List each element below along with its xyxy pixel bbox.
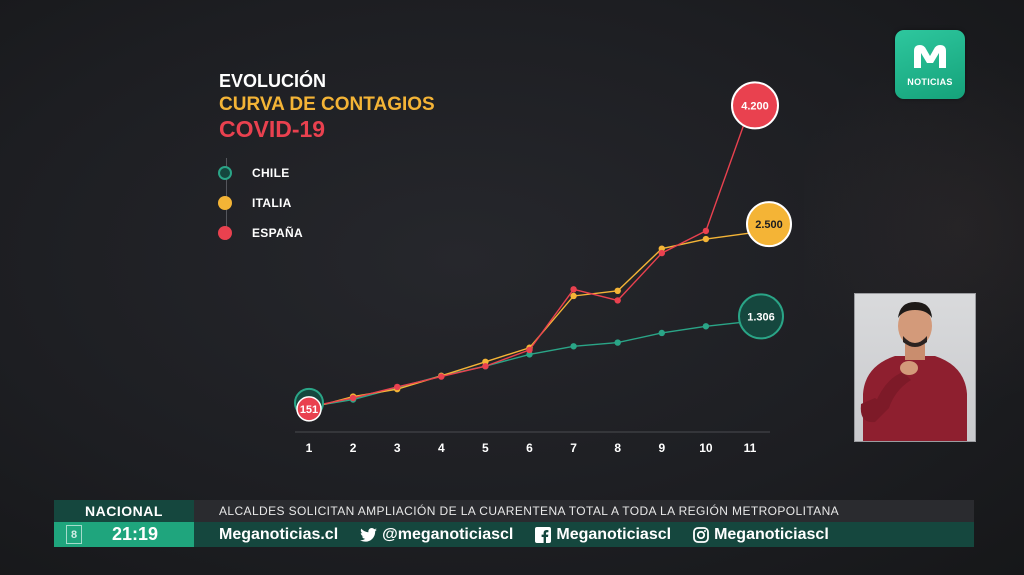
ticker-section-label: NACIONAL xyxy=(54,500,194,522)
data-point-espana-5 xyxy=(482,363,489,370)
legend-label-espana: ESPAÑA xyxy=(252,226,303,240)
channel-number-icon: 8 xyxy=(66,525,82,544)
ticker-clock: 8 21:19 xyxy=(54,522,194,547)
series-line-chile xyxy=(308,320,751,408)
data-point-espana-9 xyxy=(658,249,665,257)
chart-title-block: EVOLUCIÓN CURVA DE CONTAGIOS COVID-19 xyxy=(219,72,435,141)
x-tick-label-8: 8 xyxy=(614,441,621,455)
x-tick-label-3: 3 xyxy=(394,441,401,455)
legend-dot-italia-icon xyxy=(218,196,232,210)
sign-language-interpreter-inset xyxy=(854,293,976,442)
legend-label-chile: CHILE xyxy=(252,166,290,180)
ticker-headline: ALCALDES SOLICITAN AMPLIACIÓN DE LA CUAR… xyxy=(219,504,840,518)
legend-item-chile: CHILE xyxy=(218,158,303,188)
end-value-label-chile: 1.306 xyxy=(747,311,775,323)
ticker-social-links: Meganoticias.cl @meganoticiascl Meganoti… xyxy=(219,522,851,547)
data-point-chile-10 xyxy=(702,323,710,330)
logo-text: NOTICIAS xyxy=(907,77,953,87)
data-point-chile-7 xyxy=(570,343,577,350)
meganoticias-logo: NOTICIAS xyxy=(895,30,965,99)
x-tick-label-11: 11 xyxy=(744,441,757,455)
title-covid: COVID-19 xyxy=(219,116,326,142)
legend-item-espana: ESPAÑA xyxy=(218,218,303,248)
social-website: Meganoticias.cl xyxy=(219,526,338,544)
end-value-label-espana: 4.200 xyxy=(741,100,769,112)
data-point-italia-9 xyxy=(658,245,665,252)
x-tick-label-7: 7 xyxy=(570,441,577,455)
ticker-time: 21:19 xyxy=(112,524,159,544)
data-point-espana-2 xyxy=(349,394,357,402)
interpreter-figure-icon xyxy=(860,302,967,441)
social-facebook: Meganoticiascl xyxy=(535,526,671,544)
data-point-chile-6 xyxy=(526,351,533,358)
instagram-text: Meganoticiascl xyxy=(714,525,829,543)
data-point-italia-10 xyxy=(702,235,710,243)
data-point-chile-8 xyxy=(614,339,621,346)
x-tick-label-1: 1 xyxy=(306,441,313,455)
facebook-text: Meganoticiascl xyxy=(556,525,672,543)
instagram-icon xyxy=(693,526,709,543)
x-tick-label-9: 9 xyxy=(658,441,665,455)
legend-item-italia: ITALIA xyxy=(218,188,303,218)
data-point-espana-6 xyxy=(526,346,533,354)
social-instagram: Meganoticiascl xyxy=(693,526,829,544)
start-value-label: 151 xyxy=(300,404,318,416)
data-point-espana-8 xyxy=(614,297,621,304)
legend-dot-chile-icon xyxy=(218,166,232,180)
legend-dot-espana-icon xyxy=(218,226,232,240)
data-point-espana-4 xyxy=(438,373,445,380)
end-value-label-italia: 2.500 xyxy=(755,219,783,231)
data-point-chile-9 xyxy=(658,329,665,337)
data-point-espana-7 xyxy=(570,286,577,293)
x-tick-label-2: 2 xyxy=(350,441,357,455)
chart-legend: CHILE ITALIA ESPAÑA xyxy=(218,158,303,240)
ticker-headline-bar xyxy=(54,500,974,522)
data-point-italia-7 xyxy=(570,292,577,300)
x-tick-label-5: 5 xyxy=(482,441,489,455)
end-badge-espana xyxy=(731,81,779,130)
facebook-icon xyxy=(535,526,552,543)
x-tick-label-10: 10 xyxy=(699,441,713,455)
end-badge-chile xyxy=(738,293,784,340)
twitter-icon xyxy=(360,527,378,542)
social-twitter: @meganoticiascl xyxy=(360,526,513,544)
start-marker-espana xyxy=(296,396,322,422)
series-line-espana xyxy=(308,107,751,408)
website-text: Meganoticias.cl xyxy=(219,525,339,543)
data-point-italia-8 xyxy=(614,287,621,294)
data-point-italia-5 xyxy=(482,358,489,365)
legend-label-italia: ITALIA xyxy=(252,196,292,210)
title-evolucion: EVOLUCIÓN xyxy=(219,71,327,91)
x-tick-label-6: 6 xyxy=(526,441,533,455)
title-curva: CURVA DE CONTAGIOS xyxy=(219,94,435,115)
twitter-text: @meganoticiascl xyxy=(382,525,514,543)
ticker-social-bar xyxy=(54,522,974,547)
data-point-espana-3 xyxy=(394,383,401,391)
series-line-italia xyxy=(308,232,751,410)
x-tick-label-4: 4 xyxy=(438,441,445,455)
end-badge-italia xyxy=(746,201,792,248)
data-point-espana-10 xyxy=(702,227,710,235)
mega-m-logo-icon xyxy=(914,45,946,68)
